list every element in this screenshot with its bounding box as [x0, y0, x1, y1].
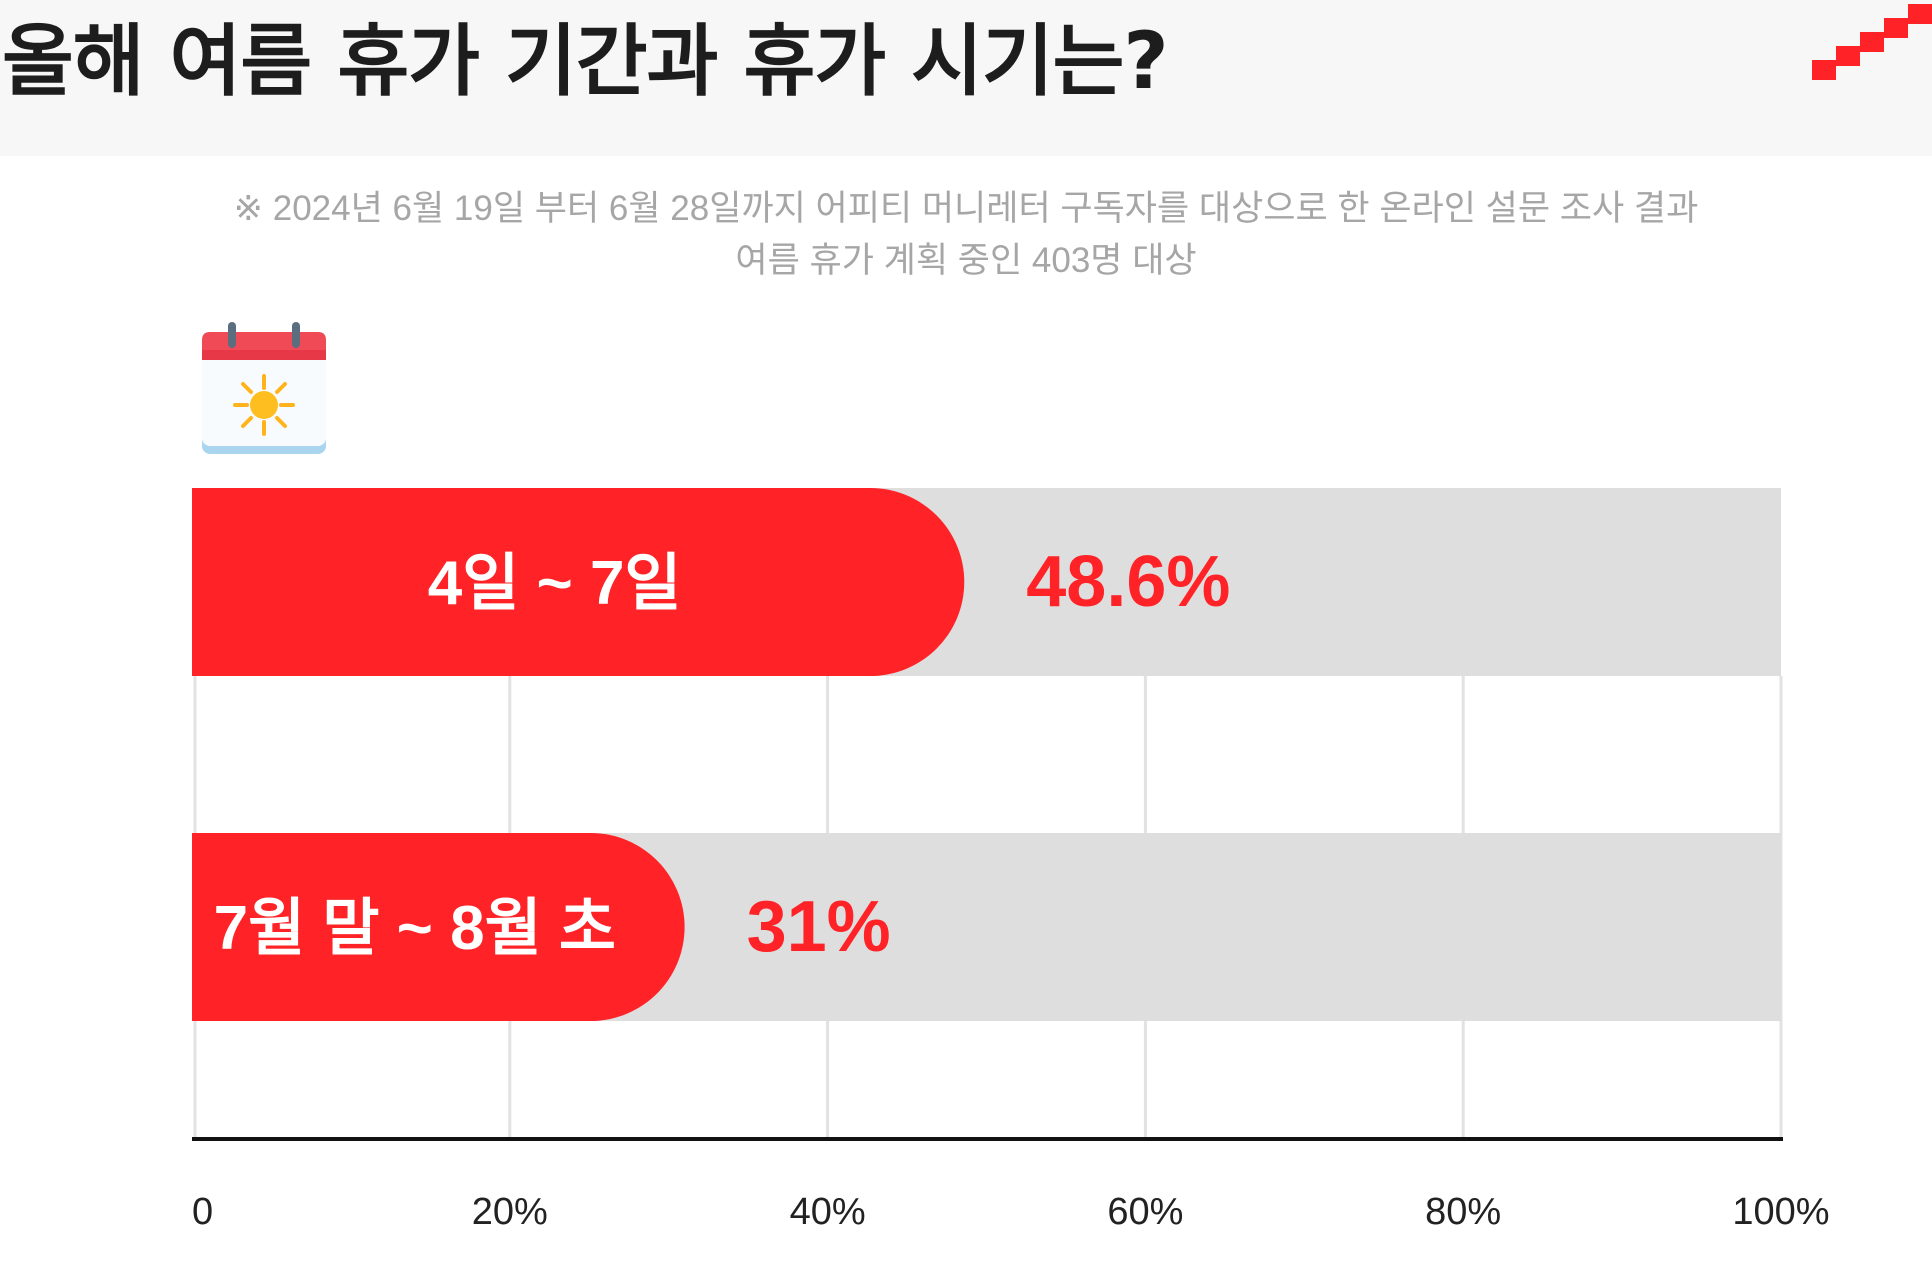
summer-calendar-icon — [202, 322, 326, 454]
survey-note: ※ 2024년 6월 19일 부터 6월 28일까지 어피티 머니레터 구독자를… — [150, 183, 1782, 287]
bar-value-label: 48.6% — [1026, 542, 1230, 622]
x-tick-label: 40% — [790, 1191, 866, 1233]
bar-value-label: 31% — [747, 887, 891, 967]
bars: 4일 ~ 7일 48.6% 7월 말 ~ 8월 초 31% — [192, 488, 1781, 1021]
x-tick-label: 0 — [192, 1191, 213, 1233]
x-axis: 0 20% 40% 60% 80% 100% — [192, 1137, 1830, 1233]
stairs-logo-icon — [1812, 4, 1932, 80]
bar — [192, 833, 685, 1021]
x-tick-label: 80% — [1425, 1191, 1501, 1233]
x-tick-label: 100% — [1732, 1191, 1829, 1233]
bar — [192, 488, 965, 676]
survey-note-line-2: 여름 휴가 계획 중인 403명 대상 — [735, 241, 1197, 280]
page-title: 올해 여름 휴가 기간과 휴가 시기는? — [2, 17, 1169, 107]
x-tick-label: 60% — [1107, 1191, 1183, 1233]
header-band: 올해 여름 휴가 기간과 휴가 시기는? — [0, 0, 1932, 156]
survey-note-line-1: ※ 2024년 6월 19일 부터 6월 28일까지 어피티 머니레터 구독자를… — [233, 189, 1699, 228]
bar-category-label: 4일 ~ 7일 — [428, 549, 682, 618]
bar-category-label: 7월 말 ~ 8월 초 — [214, 894, 616, 963]
x-tick-label: 20% — [472, 1191, 548, 1233]
